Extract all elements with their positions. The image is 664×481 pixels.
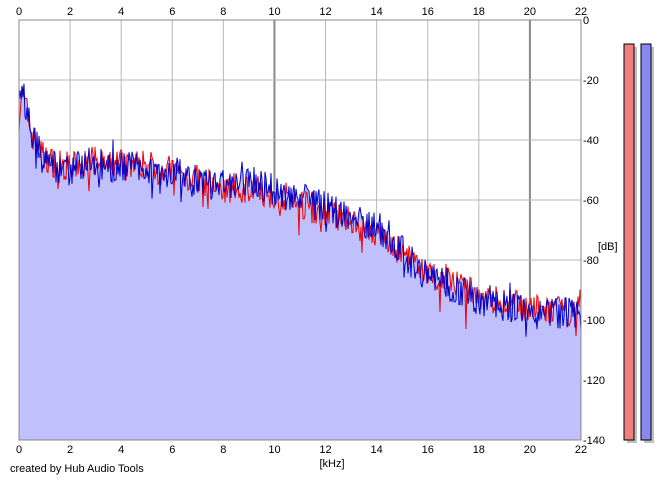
x-axis-label: [kHz] — [319, 458, 344, 470]
x-tick-label: 8 — [220, 444, 226, 456]
x-tick-label: 14 — [371, 444, 383, 456]
y-tick-label: -120 — [583, 375, 605, 387]
x-tick-label: 20 — [524, 6, 536, 18]
x-tick-label: 0 — [16, 6, 22, 18]
level-meter-right — [640, 43, 652, 441]
level-meters — [623, 43, 654, 443]
x-tick-label: 2 — [67, 444, 73, 456]
y-tick-label: -40 — [583, 135, 599, 147]
y-tick-label: -80 — [583, 255, 599, 267]
x-tick-label: 10 — [268, 444, 280, 456]
x-tick-label: 14 — [371, 6, 383, 18]
level-meter-left — [623, 43, 635, 441]
x-tick-label: 4 — [118, 6, 124, 18]
x-tick-label: 4 — [118, 444, 124, 456]
x-tick-label: 18 — [473, 6, 485, 18]
x-tick-label: 22 — [575, 6, 587, 18]
y-tick-label: -140 — [583, 435, 605, 447]
x-tick-label: 22 — [575, 444, 587, 456]
y-tick-label: -100 — [583, 315, 605, 327]
x-tick-label: 0 — [16, 444, 22, 456]
x-tick-label: 12 — [319, 444, 331, 456]
y-axis-label: [dB] — [598, 241, 618, 253]
x-tick-label: 16 — [422, 6, 434, 18]
y-tick-label: -20 — [583, 75, 599, 87]
x-tick-labels-bottom: 0 2 4 6 8 10 12 14 16 18 20 22 — [16, 444, 587, 456]
y-tick-label: -60 — [583, 195, 599, 207]
x-tick-label: 12 — [319, 6, 331, 18]
plot-border — [18, 19, 582, 441]
series-line-right-channel — [18, 83, 582, 337]
x-tick-label: 2 — [67, 6, 73, 18]
x-tick-label: 6 — [169, 444, 175, 456]
x-tick-label: 6 — [169, 6, 175, 18]
x-tick-label: 16 — [422, 444, 434, 456]
y-tick-label: 0 — [583, 15, 589, 27]
x-tick-label: 8 — [220, 6, 226, 18]
x-tick-labels-top: 0 2 4 6 8 10 12 14 16 18 20 22 — [16, 6, 587, 18]
y-tick-labels: 0 -20 -40 -60 -80 -100 -120 -140 — [583, 15, 605, 447]
x-tick-label: 20 — [524, 444, 536, 456]
x-tick-label: 10 — [268, 6, 280, 18]
credit-text: created by Hub Audio Tools — [10, 463, 144, 475]
x-tick-label: 18 — [473, 444, 485, 456]
